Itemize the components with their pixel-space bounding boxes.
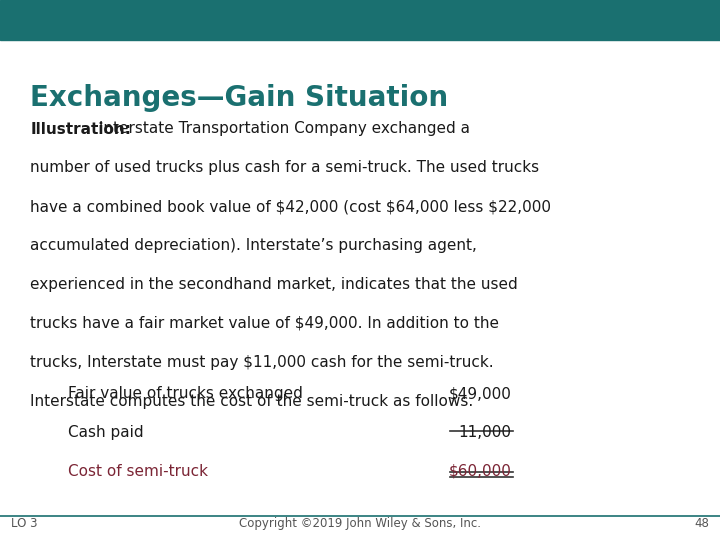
- Text: $49,000: $49,000: [449, 386, 511, 401]
- Text: Illustration:: Illustration:: [30, 122, 131, 137]
- Text: experienced in the secondhand market, indicates that the used: experienced in the secondhand market, in…: [30, 277, 518, 292]
- Text: Interstate Transportation Company exchanged a: Interstate Transportation Company exchan…: [94, 122, 469, 137]
- Text: trucks, Interstate must pay $11,000 cash for the semi-truck.: trucks, Interstate must pay $11,000 cash…: [30, 355, 494, 370]
- Text: number of used trucks plus cash for a semi-truck. The used trucks: number of used trucks plus cash for a se…: [30, 160, 539, 176]
- Text: 11,000: 11,000: [458, 425, 511, 440]
- Text: Interstate computes the cost of the semi-truck as follows.: Interstate computes the cost of the semi…: [30, 394, 474, 409]
- Text: LO 3: LO 3: [11, 517, 37, 530]
- Text: Exchanges—Gain Situation: Exchanges—Gain Situation: [30, 84, 449, 112]
- Text: $60,000: $60,000: [449, 464, 511, 479]
- Text: trucks have a fair market value of $49,000. In addition to the: trucks have a fair market value of $49,0…: [30, 316, 499, 331]
- Text: 48: 48: [694, 517, 709, 530]
- Text: Cost of semi-truck: Cost of semi-truck: [68, 464, 208, 479]
- Text: Copyright ©2019 John Wiley & Sons, Inc.: Copyright ©2019 John Wiley & Sons, Inc.: [239, 517, 481, 530]
- Text: Cash paid: Cash paid: [68, 425, 144, 440]
- Text: have a combined book value of $42,000 (cost $64,000 less $22,000: have a combined book value of $42,000 (c…: [30, 199, 552, 214]
- Text: accumulated depreciation). Interstate’s purchasing agent,: accumulated depreciation). Interstate’s …: [30, 238, 477, 253]
- Text: Fair value of trucks exchanged: Fair value of trucks exchanged: [68, 386, 303, 401]
